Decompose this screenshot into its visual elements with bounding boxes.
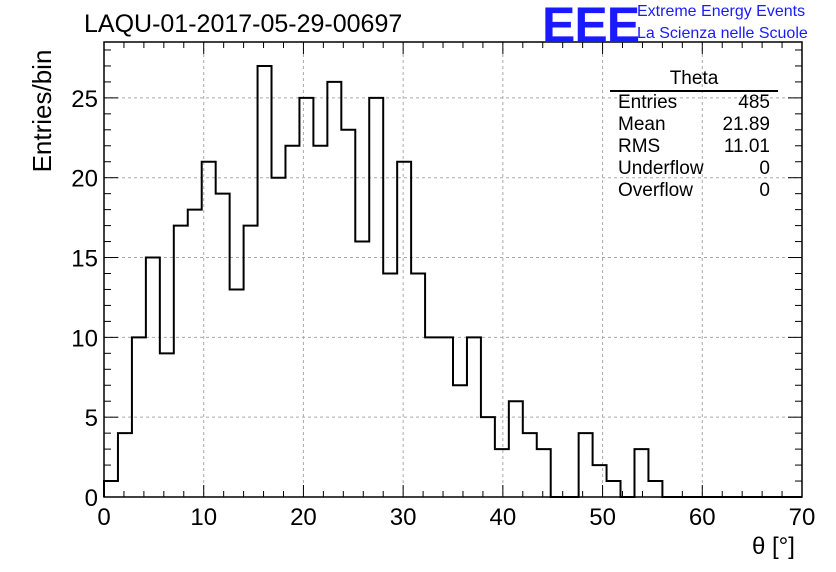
stats-value: 11.01 (723, 136, 770, 157)
stats-row-rms: RMS 11.01 (610, 136, 778, 158)
x-tick-label: 70 (789, 504, 816, 531)
stats-label: RMS (618, 136, 661, 157)
histogram-outline (103, 64, 802, 498)
stats-label: Underflow (618, 158, 704, 179)
x-axis-label: θ [°] (752, 533, 795, 560)
y-axis-label: Entries/bin (27, 49, 57, 173)
stats-label: Mean (618, 114, 666, 135)
x-tick-label: 60 (689, 504, 716, 531)
y-tick-label: 25 (71, 86, 98, 113)
y-tick-label: 5 (85, 405, 98, 432)
stats-row-overflow: Overflow 0 (610, 180, 778, 202)
logo-line-2: La Scienza nelle Scuole (637, 25, 808, 42)
stats-row-mean: Mean 21.89 (610, 114, 778, 136)
stats-box: Theta Entries 485 Mean 21.89 RMS 11.01 U… (610, 68, 778, 202)
stats-value: 21.89 (722, 114, 770, 135)
y-axis-label-wrap: Entries/bin (0, 0, 57, 572)
y-tick-label: 10 (71, 325, 98, 352)
x-tick-label: 30 (390, 504, 417, 531)
chart-title: LAQU-01-2017-05-29-00697 (84, 10, 403, 38)
stats-value: 485 (738, 92, 770, 113)
plot-frame (103, 41, 803, 498)
x-tick-label: 20 (290, 504, 317, 531)
stats-value: 0 (759, 158, 770, 179)
y-tick-label: 20 (71, 166, 98, 193)
stats-label: Overflow (618, 180, 693, 201)
stats-row-underflow: Underflow 0 (610, 158, 778, 180)
eee-logo: EEE (542, 0, 640, 53)
stats-value: 0 (759, 180, 770, 201)
y-tick-label: 0 (85, 485, 98, 512)
x-tick-label: 50 (589, 504, 616, 531)
x-tick-label: 0 (97, 504, 110, 531)
y-tick-label: 15 (71, 246, 98, 273)
x-tick-label: 40 (490, 504, 517, 531)
logo-line-1: Extreme Energy Events (637, 3, 806, 20)
x-tick-label: 10 (190, 504, 217, 531)
stats-title: Theta (610, 68, 778, 92)
stats-label: Entries (618, 92, 678, 113)
stats-row-entries: Entries 485 (610, 92, 778, 114)
